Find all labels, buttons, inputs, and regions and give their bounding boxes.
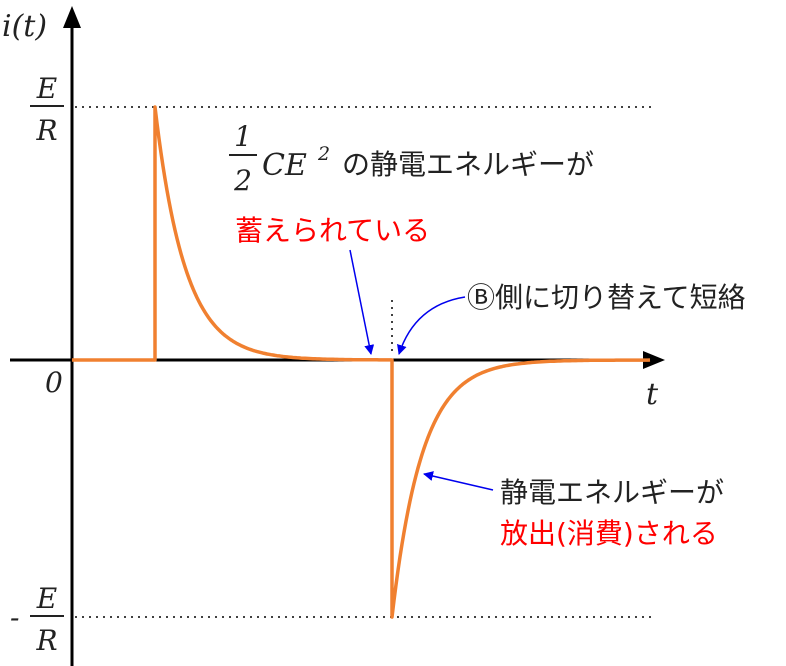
origin-label: 0 bbox=[45, 366, 63, 399]
svg-text:R: R bbox=[35, 624, 57, 657]
x-axis-label: t bbox=[646, 377, 659, 412]
svg-text:蓄えられている: 蓄えられている bbox=[235, 214, 430, 247]
svg-text:2: 2 bbox=[317, 143, 330, 165]
top-level-label: E R bbox=[30, 72, 64, 147]
svg-text:E: E bbox=[36, 72, 57, 105]
x-axis-arrowhead bbox=[643, 351, 665, 369]
switch-arrow bbox=[397, 296, 466, 355]
svg-text:静電エネルギーが: 静電エネルギーが bbox=[500, 476, 724, 509]
svg-text:CE: CE bbox=[262, 148, 307, 183]
switch-label: Ⓑ側に切り替えて短絡 bbox=[467, 281, 746, 314]
svg-text:放出(消費)される: 放出(消費)される bbox=[500, 517, 718, 550]
svg-text:2: 2 bbox=[233, 164, 252, 197]
y-axis-arrowhead bbox=[63, 6, 81, 28]
release-arrow bbox=[423, 471, 494, 491]
svg-text:の静電エネルギーが: の静電エネルギーが bbox=[342, 148, 594, 181]
stored-arrow bbox=[349, 249, 375, 355]
stored-energy-annotation: 1 2 CE 2 の静電エネルギーが 蓄えられている bbox=[229, 120, 594, 247]
bottom-level-label: - E R bbox=[10, 582, 64, 657]
current-curve bbox=[72, 105, 651, 619]
svg-text:-: - bbox=[10, 601, 19, 634]
svg-text:R: R bbox=[35, 114, 57, 147]
svg-text:E: E bbox=[36, 582, 57, 615]
release-energy-annotation: 静電エネルギーが 放出(消費)される bbox=[500, 476, 724, 550]
y-axis-label: i(t) bbox=[2, 9, 47, 44]
svg-text:1: 1 bbox=[234, 120, 252, 153]
